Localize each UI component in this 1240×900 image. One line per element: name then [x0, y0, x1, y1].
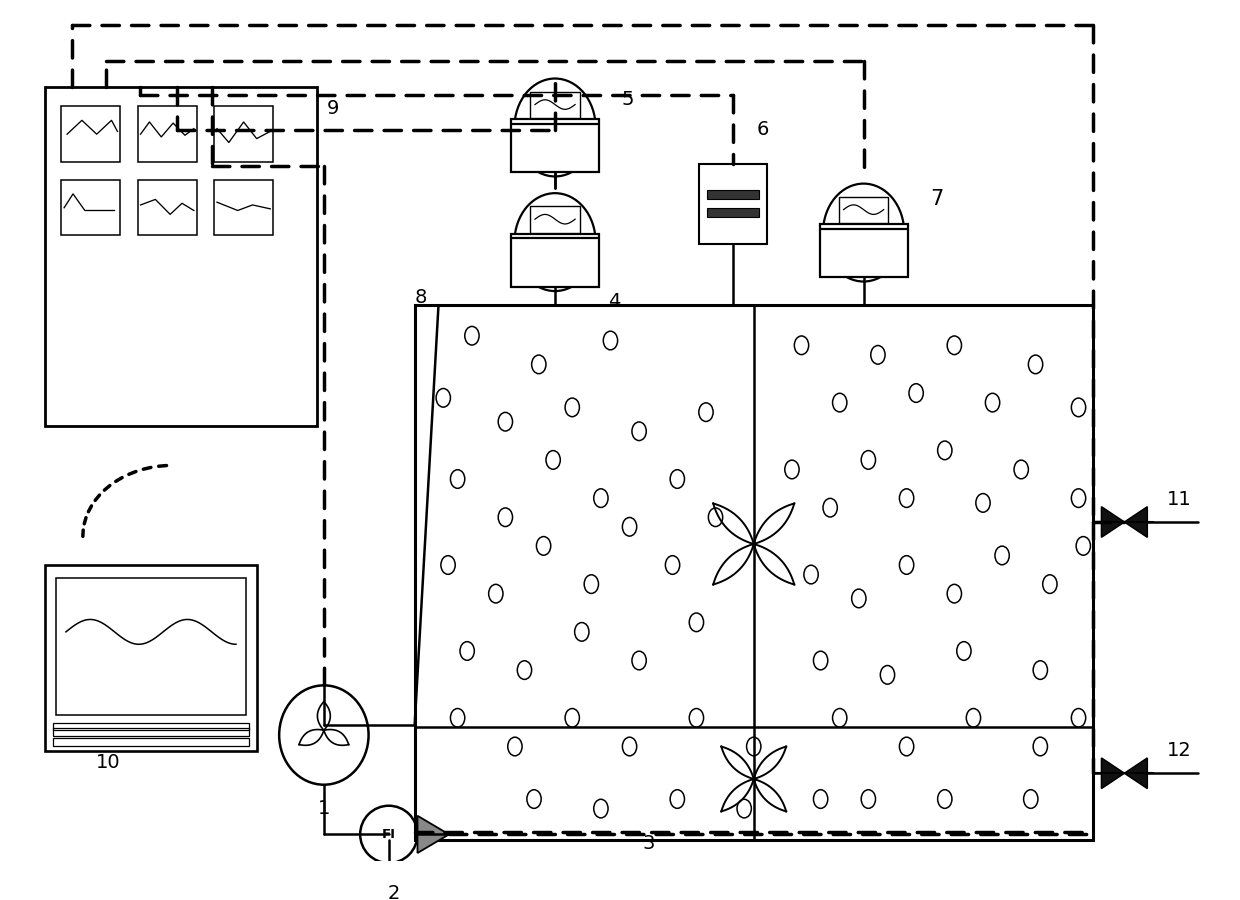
Bar [61, 106, 120, 162]
Bar [707, 208, 759, 217]
Bar [215, 180, 273, 236]
Text: 2: 2 [387, 884, 399, 900]
Text: 1: 1 [317, 799, 330, 818]
Bar [838, 197, 888, 223]
Bar [138, 106, 197, 162]
Text: 6: 6 [756, 120, 769, 140]
Bar [45, 565, 257, 752]
Bar [52, 738, 249, 745]
Bar [511, 119, 599, 173]
Bar [215, 106, 273, 162]
Polygon shape [1125, 507, 1147, 537]
Text: FI: FI [382, 828, 396, 841]
Text: 7: 7 [930, 189, 944, 209]
Polygon shape [1125, 758, 1147, 788]
Bar [45, 87, 317, 427]
Bar [138, 180, 197, 236]
Bar [820, 224, 908, 277]
Bar [52, 728, 249, 736]
Bar [698, 164, 766, 244]
Text: 8: 8 [414, 288, 427, 307]
Text: 3: 3 [642, 834, 655, 853]
Bar [61, 180, 120, 236]
Text: 12: 12 [1167, 741, 1192, 760]
Text: 9: 9 [326, 99, 339, 118]
Bar [531, 206, 580, 232]
Text: 5: 5 [622, 90, 635, 109]
Polygon shape [1101, 507, 1125, 537]
Bar [52, 723, 249, 730]
Bar [414, 305, 1092, 840]
Text: 11: 11 [1167, 490, 1192, 508]
Bar [707, 190, 759, 199]
Polygon shape [418, 815, 449, 853]
Text: 4: 4 [608, 292, 620, 311]
Polygon shape [1101, 758, 1125, 788]
Text: 10: 10 [97, 753, 120, 772]
Bar [531, 92, 580, 118]
Bar [56, 579, 246, 715]
Bar [511, 233, 599, 287]
